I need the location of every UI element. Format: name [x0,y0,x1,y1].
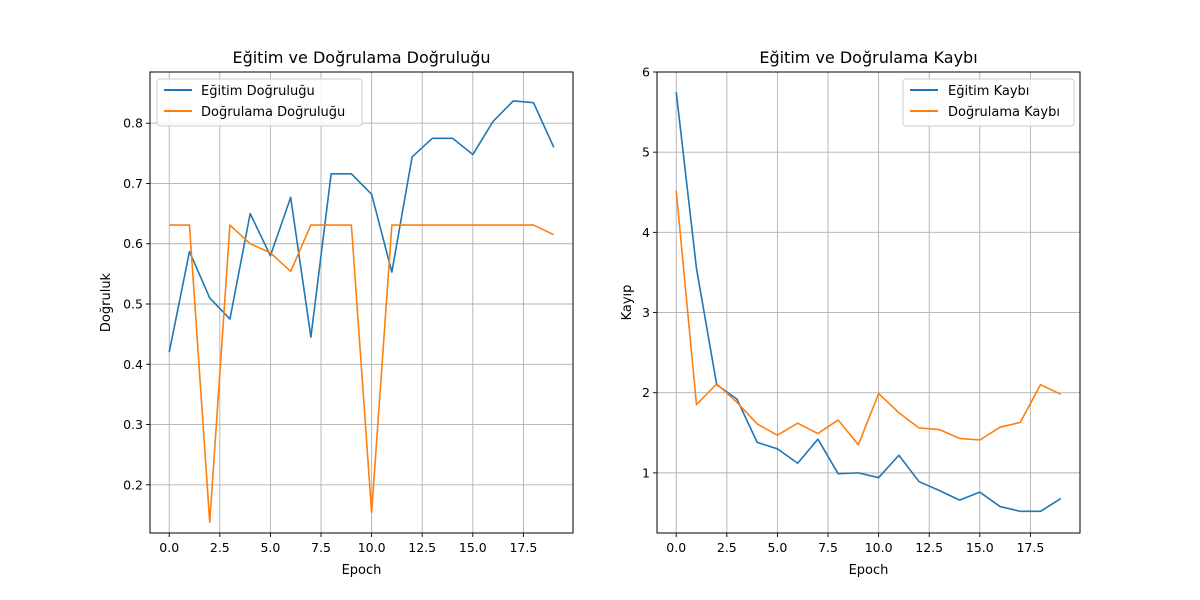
accuracy-y-tick-label: 0.8 [123,116,143,131]
loss-series [675,91,1062,513]
accuracy-y-tick-label: 0.2 [123,477,143,492]
loss-x-tick-label: 15.0 [966,540,994,555]
accuracy-y-tick-label: 0.6 [123,236,143,251]
accuracy-chart-title: Eğitim ve Doğrulama Doğruluğu [232,48,490,67]
accuracy-y-tick-label: 0.4 [123,357,143,372]
loss-y-tick-label: 6 [642,65,650,80]
loss-y-tick-label: 2 [642,385,650,400]
accuracy-x-tick-label: 15.0 [459,540,487,555]
accuracy-x-tick-label: 2.5 [210,540,230,555]
accuracy-ticks: 0.0 2.5 5.0 7.5 10.0 12.5 15.0 17.5 0.2 0.3 0.4 0.5… [123,116,537,555]
loss-x-axis-label: Epoch [849,563,889,578]
loss-chart-title: Eğitim ve Doğrulama Kaybı [759,48,977,67]
accuracy-plot-frame [149,71,574,534]
accuracy-series [168,100,555,523]
accuracy-y-tick-label: 0.5 [123,297,143,312]
accuracy-x-tick-label: 7.5 [311,540,331,555]
loss-legend-label-train: Eğitim Kaybı [948,84,1029,99]
accuracy-x-tick-label: 0.0 [159,540,179,555]
loss-y-tick-label: 5 [642,145,650,160]
loss-ticks: 0.0 2.5 5.0 7.5 10.0 12.5 15.0 17.5 1 2 3 4 5 6 [642,65,1044,556]
loss-x-tick-label: 17.5 [1016,540,1044,555]
loss-x-tick-label: 2.5 [717,540,737,555]
loss-x-tick-label: 10.0 [865,540,893,555]
accuracy-y-axis-label: Doğruluk [99,272,114,332]
accuracy-legend-box [156,78,363,127]
loss-y-tick-label: 4 [642,225,650,240]
accuracy-chart: 0.0 2.5 5.0 7.5 10.0 12.5 15.0 17.5 0.2 0.3 0.4 0.5… [99,48,574,578]
loss-legend: Eğitim Kaybı Doğrulama Kaybı [902,78,1075,127]
loss-y-tick-label: 3 [642,305,650,320]
loss-y-axis-label: Kayıp [620,285,635,321]
loss-legend-box [902,78,1075,127]
loss-y-tick-label: 1 [642,465,650,480]
loss-plot-frame [656,71,1081,534]
accuracy-series-line-train [168,100,555,353]
loss-x-tick-label: 12.5 [915,540,943,555]
accuracy-legend-label-val: Doğrulama Doğruluğu [201,105,345,120]
accuracy-y-tick-label: 0.7 [123,176,143,191]
accuracy-y-tick-label: 0.3 [123,417,143,432]
loss-x-tick-label: 5.0 [767,540,787,555]
accuracy-x-tick-label: 12.5 [408,540,436,555]
loss-chart: 0.0 2.5 5.0 7.5 10.0 12.5 15.0 17.5 1 2 3 4 5 6 Eğiti… [620,48,1081,578]
accuracy-legend: Eğitim Doğruluğu Doğrulama Doğruluğu [156,78,363,127]
loss-x-tick-label: 0.0 [666,540,686,555]
accuracy-x-axis-label: Epoch [342,563,382,578]
accuracy-x-tick-label: 5.0 [260,540,280,555]
loss-legend-label-val: Doğrulama Kaybı [948,105,1060,120]
accuracy-series-line-val [169,224,555,523]
loss-x-tick-label: 7.5 [818,540,838,555]
accuracy-x-tick-label: 17.5 [509,540,537,555]
accuracy-x-tick-label: 10.0 [358,540,386,555]
accuracy-legend-label-train: Eğitim Doğruluğu [201,84,315,99]
loss-series-line-val [675,190,1062,446]
